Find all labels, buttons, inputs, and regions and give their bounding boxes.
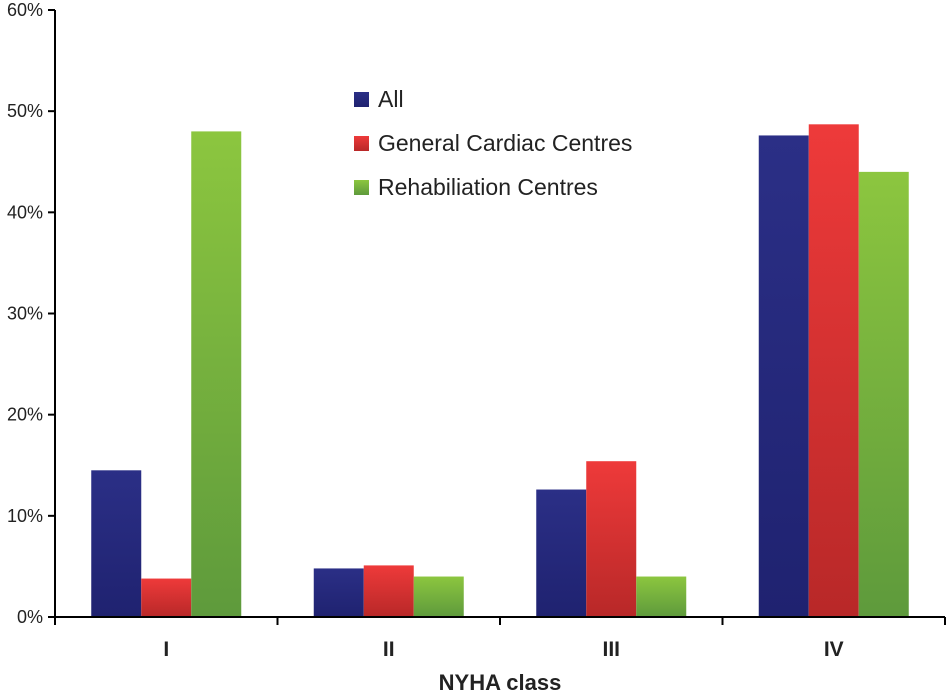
bar-general-cardiac-centres-iv: [808, 124, 859, 618]
x-ticks-group: I II III IV: [54, 617, 946, 661]
x-category-label: II: [383, 638, 395, 661]
bar-general-cardiac-centres-ii: [363, 565, 414, 617]
bar-general-cardiac-centres-iii: [586, 461, 637, 617]
y-tick-label: 20%: [7, 405, 43, 425]
x-axis-title: NYHA class: [439, 670, 562, 695]
bar-general-cardiac-centres-i: [141, 578, 192, 617]
y-tick-label: 10%: [7, 506, 43, 526]
y-tick-label: 30%: [7, 304, 43, 324]
y-tick-label: 0%: [17, 607, 43, 627]
bar-all-iii: [536, 489, 587, 617]
x-category-label: III: [602, 638, 620, 661]
legend-label: Rehabiliation Centres: [378, 174, 598, 200]
legend-swatch: [354, 92, 369, 107]
bar-all-i: [91, 470, 142, 617]
y-ticks-group: 0% 10% 20% 30% 40% 50% 60%: [7, 0, 55, 627]
bar-rehabiliation-centres-iii: [636, 576, 687, 617]
bar-all-iv: [758, 135, 809, 618]
legend-swatch: [354, 136, 369, 151]
y-tick-label: 60%: [7, 0, 43, 20]
bars-group: [91, 124, 909, 618]
x-category-label: IV: [824, 638, 844, 661]
legend: All General Cardiac Centres Rehabiliation …: [354, 86, 632, 200]
bar-rehabiliation-centres-ii: [413, 576, 464, 617]
bar-rehabiliation-centres-iv: [858, 171, 909, 617]
legend-label: General Cardiac Centres: [378, 130, 632, 156]
bar-rehabiliation-centres-i: [191, 131, 242, 617]
bar-all-ii: [313, 568, 364, 617]
x-category-label: I: [163, 638, 169, 661]
legend-swatch: [354, 180, 369, 195]
y-tick-label: 40%: [7, 202, 43, 222]
y-tick-label: 50%: [7, 101, 43, 121]
legend-label: All: [378, 86, 404, 112]
